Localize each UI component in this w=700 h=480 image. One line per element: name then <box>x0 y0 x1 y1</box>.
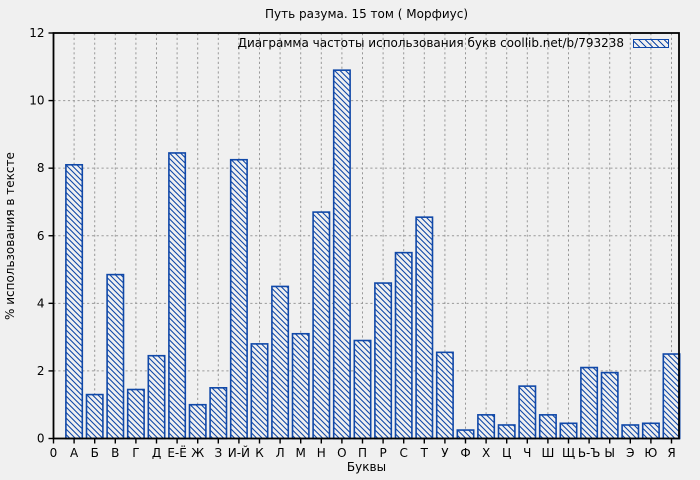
bar <box>435 351 454 440</box>
bar <box>477 414 496 440</box>
x-tick-label: Ц <box>502 446 511 460</box>
x-tick-label: Ю <box>644 446 657 460</box>
bar <box>147 354 166 440</box>
x-tick-label: Т <box>420 446 429 460</box>
y-tick-label: 12 <box>29 26 44 40</box>
y-tick-label: 6 <box>37 229 45 243</box>
bar <box>312 211 331 440</box>
bar <box>85 393 104 440</box>
x-tick-label: Ы <box>604 446 615 460</box>
bar <box>353 339 372 440</box>
bar <box>168 152 187 440</box>
x-tick-label: К <box>255 446 264 460</box>
x-tick-label: О <box>337 446 346 460</box>
y-axis-label: % использования в тексте <box>3 152 17 320</box>
x-tick-label: Х <box>482 446 490 460</box>
y-tick-label: 10 <box>29 94 44 108</box>
x-tick-label: Ф <box>460 446 470 460</box>
chart-title: Путь разума. 15 том ( Морфиус) <box>264 7 469 21</box>
bar <box>621 424 640 440</box>
bar <box>600 371 619 440</box>
legend: Диаграмма частоты использования букв coo… <box>238 36 669 50</box>
x-tick-label: П <box>358 446 367 460</box>
y-tick-label: 4 <box>37 296 45 310</box>
bar <box>332 69 351 440</box>
x-tick-label: Щ <box>562 446 575 460</box>
x-tick-label: Л <box>276 446 285 460</box>
x-tick-label: У <box>441 446 449 460</box>
bar <box>291 332 310 440</box>
x-tick-label: Ч <box>523 446 531 460</box>
bar <box>271 285 290 440</box>
x-tick-label: Н <box>317 446 326 460</box>
x-tick-label: Е-Ё <box>167 445 187 460</box>
x-origin-label: 0 <box>50 446 58 460</box>
bar <box>209 387 228 440</box>
x-tick-label: Ш <box>541 446 554 460</box>
bar <box>188 403 207 440</box>
y-tick-label: 8 <box>37 161 45 175</box>
bar <box>394 251 413 440</box>
legend-swatch-icon <box>633 38 669 48</box>
y-tick-label: 0 <box>37 432 45 446</box>
bar <box>374 282 393 440</box>
bar <box>250 343 269 440</box>
x-tick-label: Д <box>152 446 161 460</box>
y-tick-label: 2 <box>37 364 45 378</box>
x-tick-label: В <box>111 446 119 460</box>
bar <box>559 422 578 440</box>
bar <box>415 216 434 440</box>
bar <box>641 422 660 440</box>
bar <box>456 429 475 440</box>
x-tick-label: М <box>296 446 306 460</box>
x-axis-label: Буквы <box>346 460 387 474</box>
bar <box>518 385 537 440</box>
bar <box>229 158 248 440</box>
x-tick-label: Г <box>132 446 139 460</box>
bar <box>126 388 145 440</box>
bar <box>662 353 681 440</box>
bar <box>106 273 125 440</box>
x-tick-label: А <box>70 446 79 460</box>
x-tick-label: Ь-Ъ <box>578 446 601 460</box>
x-tick-label: З <box>214 446 222 460</box>
x-tick-label: С <box>400 446 408 460</box>
x-tick-label: Р <box>379 446 386 460</box>
x-tick-label: Э <box>626 446 634 460</box>
x-tick-label: И-Й <box>228 445 250 460</box>
x-tick-label: Я <box>667 446 675 460</box>
bar <box>580 366 599 440</box>
bar <box>538 414 557 440</box>
x-tick-label: Б <box>91 446 99 460</box>
bar <box>497 424 516 440</box>
bar <box>65 163 84 440</box>
legend-label: Диаграмма частоты использования букв coo… <box>237 36 624 50</box>
x-tick-label: Ж <box>191 446 204 460</box>
